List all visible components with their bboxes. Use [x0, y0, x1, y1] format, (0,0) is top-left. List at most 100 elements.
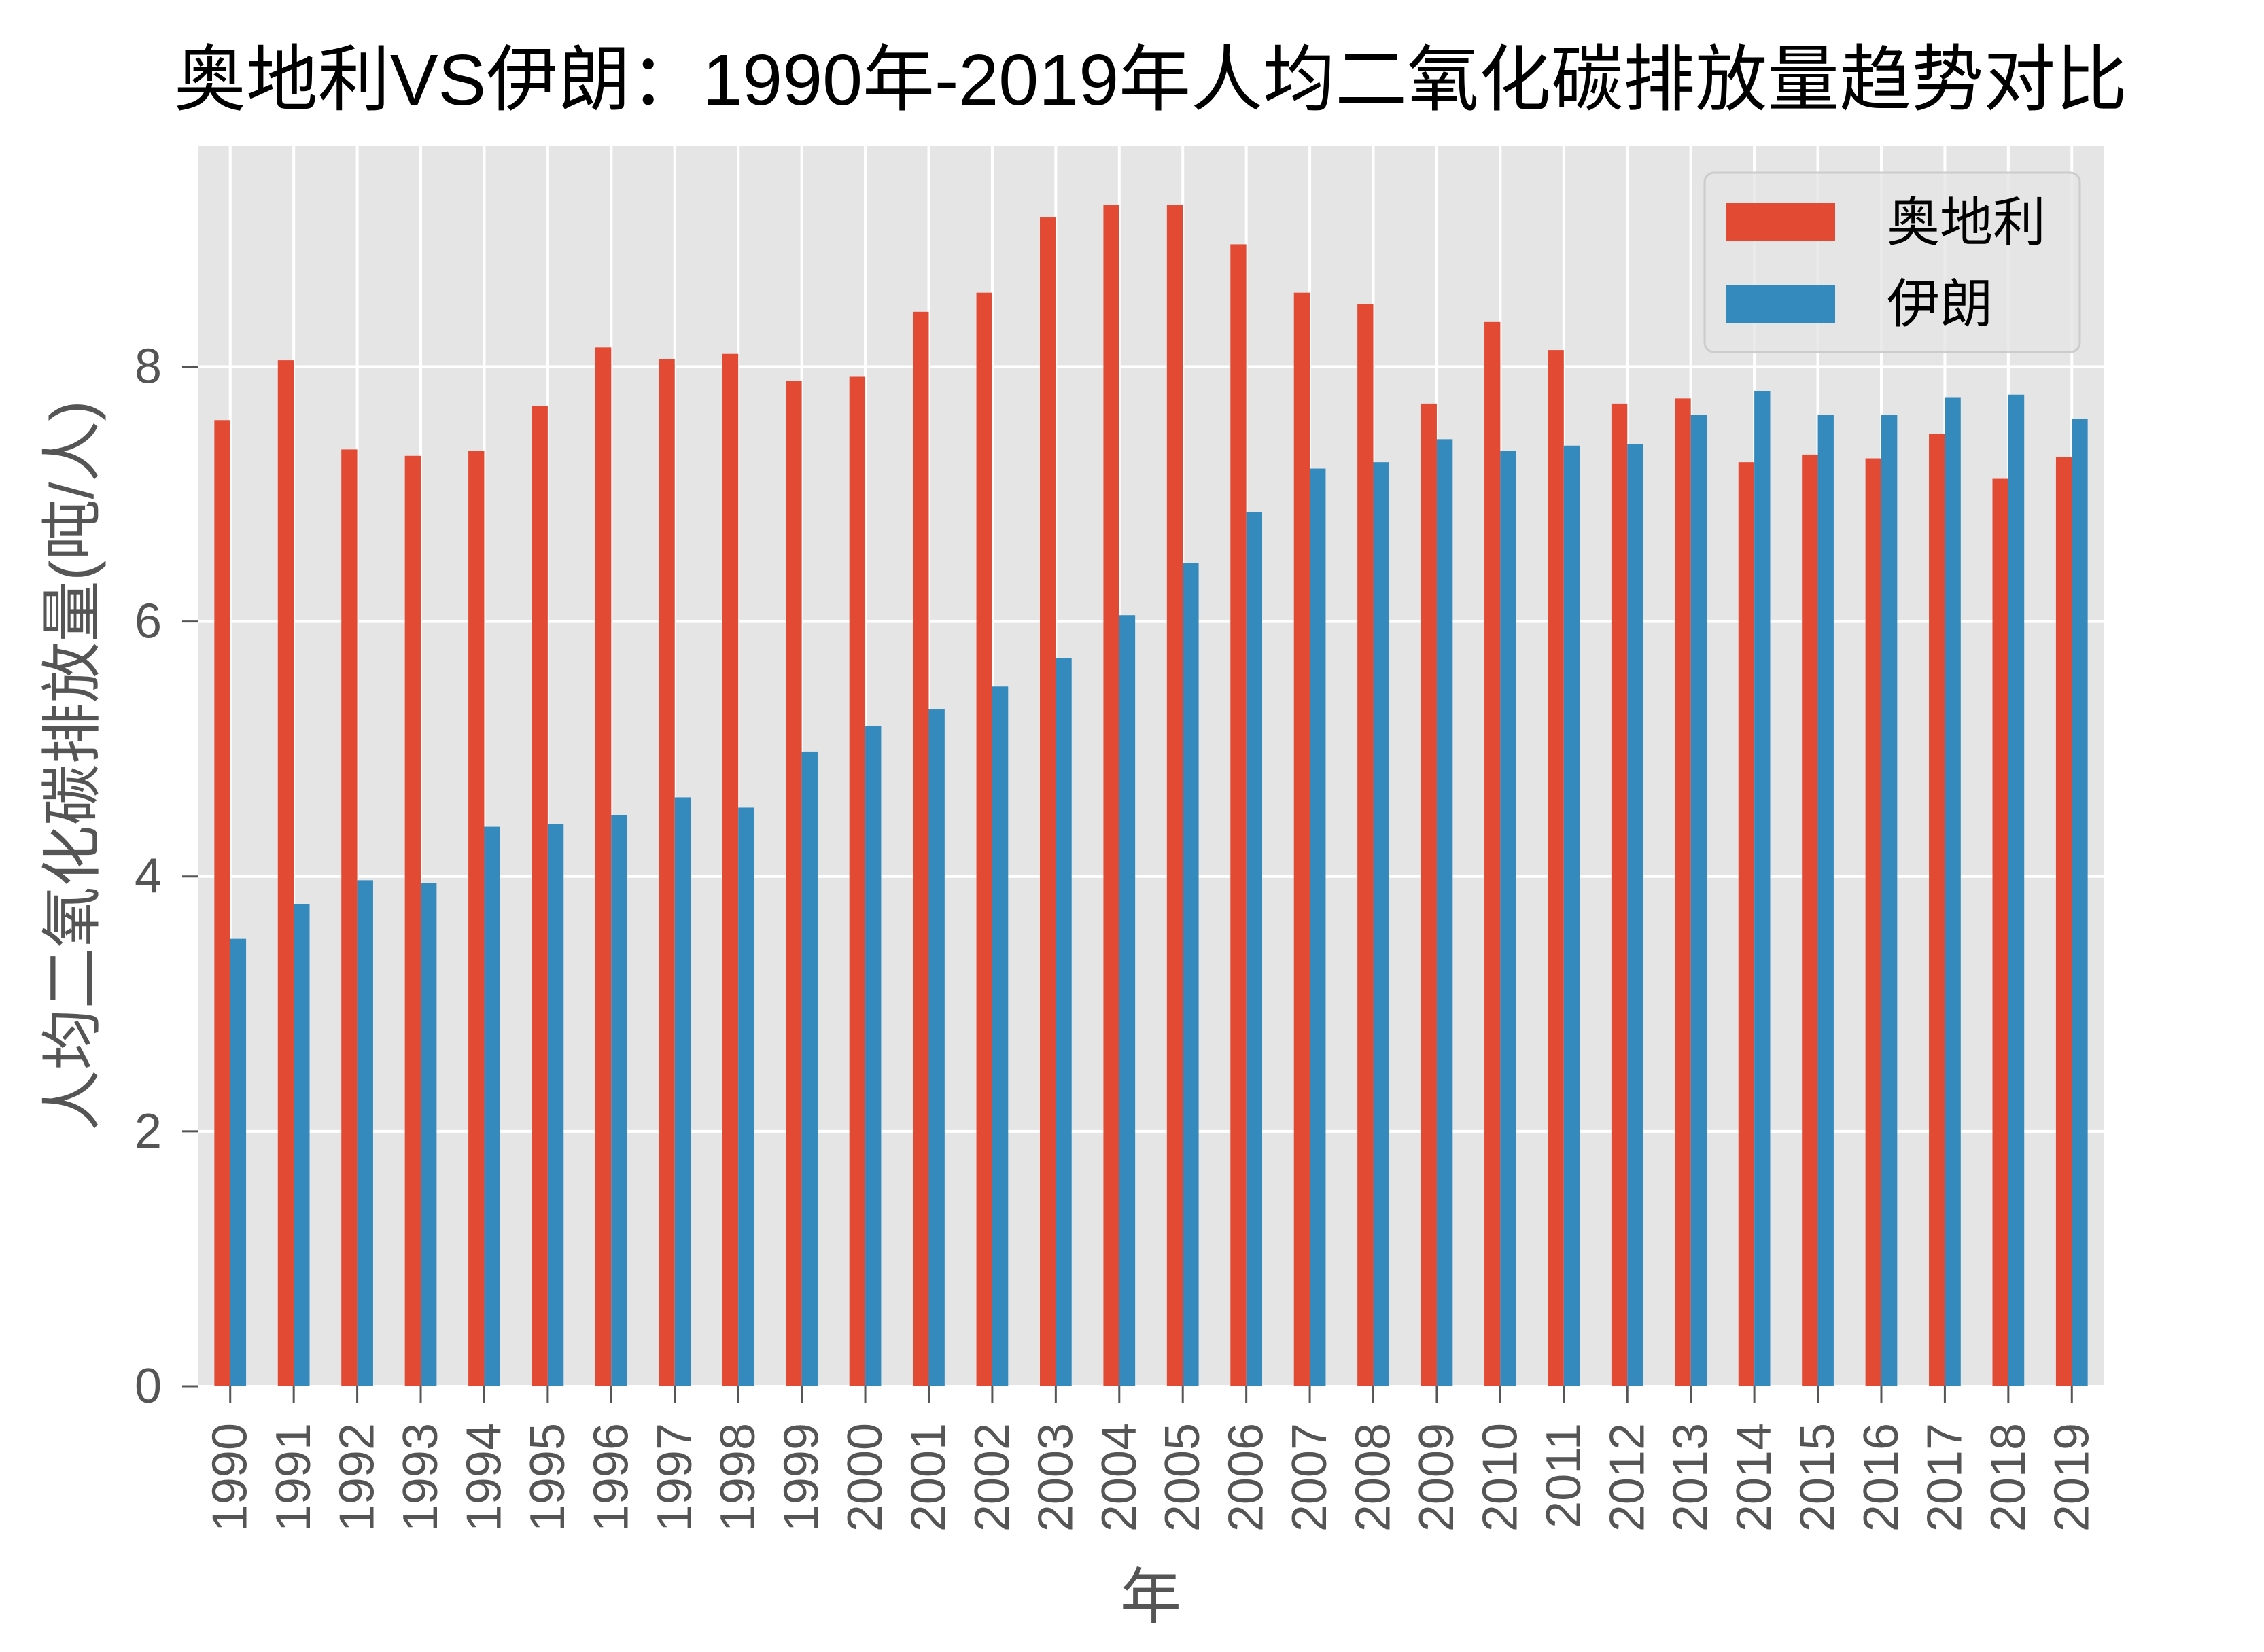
bar-iran-2017: [1945, 397, 1961, 1387]
legend-swatch-austria: [1726, 203, 1835, 241]
bar-austria-1996: [595, 347, 612, 1386]
bar-iran-1992: [357, 880, 373, 1386]
y-tick-label-8: 8: [135, 339, 162, 393]
bar-austria-1998: [722, 353, 739, 1386]
x-tick-label-2006: 2006: [1219, 1423, 1274, 1532]
bar-austria-2003: [1039, 217, 1056, 1386]
x-tick-label-1995: 1995: [521, 1423, 575, 1532]
x-tick-label-2001: 2001: [901, 1423, 956, 1532]
bar-iran-2015: [1817, 415, 1834, 1387]
x-tick-label-2005: 2005: [1155, 1423, 1210, 1532]
bar-austria-2001: [913, 311, 929, 1386]
bar-iran-2016: [1881, 415, 1898, 1387]
x-tick-label-1990: 1990: [203, 1423, 258, 1532]
x-tick-label-2018: 2018: [1981, 1423, 2036, 1532]
bar-iran-1994: [484, 826, 500, 1386]
bar-iran-1999: [801, 751, 818, 1386]
legend-swatch-iran: [1726, 285, 1835, 323]
bar-austria-2016: [1865, 458, 1881, 1386]
bar-iran-2019: [2072, 419, 2088, 1386]
x-tick-label-1998: 1998: [711, 1423, 765, 1532]
bar-austria-1991: [277, 360, 294, 1386]
x-tick-label-2000: 2000: [838, 1423, 892, 1532]
bar-austria-2009: [1421, 403, 1437, 1386]
bar-austria-2011: [1548, 350, 1564, 1386]
bar-austria-2000: [849, 376, 866, 1387]
bar-iran-2006: [1246, 512, 1263, 1386]
x-tick-label-2002: 2002: [965, 1423, 1020, 1532]
bar-austria-2019: [2055, 457, 2072, 1386]
x-tick-label-1992: 1992: [330, 1423, 385, 1532]
bar-austria-2006: [1230, 244, 1247, 1387]
x-tick-label-2004: 2004: [1092, 1423, 1147, 1532]
y-tick-label-0: 0: [135, 1359, 162, 1413]
bar-austria-2014: [1738, 462, 1755, 1386]
x-tick-label-1993: 1993: [394, 1423, 448, 1532]
bar-austria-2010: [1484, 321, 1501, 1387]
x-tick-label-1991: 1991: [266, 1423, 321, 1532]
bar-iran-2008: [1373, 462, 1389, 1386]
y-axis-label: 人均二氧化碳排放量(吨/人): [39, 401, 107, 1131]
bar-iran-2013: [1690, 415, 1707, 1387]
bar-austria-2002: [976, 292, 992, 1387]
bar-iran-1995: [547, 824, 564, 1386]
bar-austria-2017: [1929, 434, 1945, 1386]
x-tick-label-2009: 2009: [1410, 1423, 1464, 1532]
bar-iran-2002: [992, 686, 1009, 1386]
bar-iran-2010: [1500, 451, 1516, 1386]
bar-austria-2012: [1611, 403, 1628, 1386]
bar-austria-2005: [1166, 205, 1183, 1386]
bar-austria-2004: [1103, 205, 1119, 1386]
bar-austria-2007: [1293, 292, 1310, 1387]
bar-austria-2018: [1992, 478, 2008, 1386]
x-tick-label-2016: 2016: [1854, 1423, 1909, 1532]
y-tick-label-6: 6: [135, 595, 162, 649]
bar-iran-2005: [1183, 563, 1199, 1387]
bars: [214, 205, 2088, 1387]
bar-iran-2004: [1119, 615, 1136, 1387]
bar-austria-2015: [1802, 454, 1818, 1386]
x-tick-label-2003: 2003: [1028, 1423, 1083, 1532]
bar-austria-1994: [468, 451, 485, 1386]
bar-iran-2012: [1627, 444, 1643, 1386]
bar-austria-1993: [404, 455, 421, 1387]
x-tick-label-2017: 2017: [1917, 1423, 1972, 1532]
y-tick-label-4: 4: [135, 849, 162, 904]
x-tick-label-1994: 1994: [457, 1423, 511, 1532]
x-tick-label-2008: 2008: [1346, 1423, 1401, 1532]
bar-iran-2018: [2008, 394, 2025, 1386]
x-tick-label-2013: 2013: [1664, 1423, 1718, 1532]
bar-austria-1992: [341, 449, 358, 1387]
bar-iran-2009: [1436, 439, 1453, 1387]
x-tick-label-2014: 2014: [1727, 1423, 1781, 1532]
x-tick-label-1997: 1997: [648, 1423, 702, 1532]
legend-label-austria: 奥地利: [1887, 192, 2046, 252]
x-axis-label: 年: [1120, 1564, 1181, 1632]
x-tick-label-2015: 2015: [1791, 1423, 1845, 1532]
axis-ticks: 0 2 4 6 8 1990 1991 1992 1993 1994 1995 1996 1997 199…: [135, 339, 2099, 1532]
bar-austria-1995: [532, 406, 548, 1386]
x-tick-label-2007: 2007: [1283, 1423, 1337, 1532]
bar-austria-1997: [659, 359, 675, 1386]
x-tick-label-2012: 2012: [1600, 1423, 1654, 1532]
bar-iran-2001: [928, 709, 945, 1386]
bar-iran-1993: [421, 883, 437, 1386]
y-tick-label-2: 2: [135, 1104, 162, 1159]
bar-iran-2003: [1056, 658, 1072, 1386]
bar-iran-2007: [1310, 468, 1326, 1386]
bar-iran-1996: [611, 815, 627, 1386]
bar-iran-2011: [1563, 445, 1580, 1387]
bar-iran-1990: [230, 938, 247, 1386]
bar-iran-1998: [738, 807, 754, 1386]
x-tick-label-2011: 2011: [1537, 1423, 1591, 1528]
bar-iran-1997: [674, 797, 691, 1386]
x-tick-label-2019: 2019: [2044, 1423, 2099, 1532]
bar-austria-2013: [1675, 398, 1691, 1386]
bar-austria-1990: [214, 420, 230, 1386]
bar-iran-2014: [1754, 391, 1771, 1387]
x-tick-label-1996: 1996: [584, 1423, 638, 1532]
chart-title: 奥地利VS伊朗：1990年-2019年人均二氧化碳排放量趋势对比: [174, 40, 2127, 120]
bar-iran-2000: [865, 726, 882, 1386]
bar-austria-2008: [1357, 304, 1374, 1387]
